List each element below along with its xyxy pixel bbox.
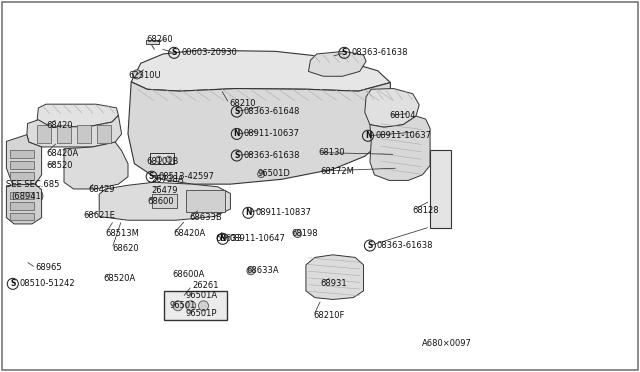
Text: 08911-10837: 08911-10837 [255,208,311,217]
Text: 08363-61638: 08363-61638 [351,48,408,57]
Text: S: S [367,241,372,250]
Polygon shape [370,116,430,180]
Text: S: S [342,48,347,57]
Text: 08363-61648: 08363-61648 [244,107,300,116]
Text: S: S [10,279,15,288]
Circle shape [198,301,209,311]
Circle shape [166,156,172,162]
Text: 68931: 68931 [320,279,347,288]
Circle shape [132,70,141,79]
Text: S: S [234,151,239,160]
Text: 62310U: 62310U [128,71,161,80]
Text: 08510-51242: 08510-51242 [20,279,76,288]
Text: 96501D: 96501D [257,169,290,178]
Polygon shape [64,142,128,189]
Text: 68633A: 68633A [246,266,279,275]
FancyBboxPatch shape [186,190,225,212]
FancyBboxPatch shape [57,125,71,143]
Text: 68513M: 68513M [106,229,140,238]
Text: 68600A: 68600A [173,270,205,279]
Polygon shape [27,115,122,147]
FancyBboxPatch shape [10,172,34,180]
Text: N: N [245,208,252,217]
Polygon shape [6,184,42,224]
Text: 68520A: 68520A [104,274,136,283]
Polygon shape [365,89,419,127]
Text: 26479: 26479 [152,186,178,195]
Text: 68621E: 68621E [83,211,115,220]
FancyBboxPatch shape [150,153,174,164]
Text: 68633B: 68633B [189,213,222,222]
Text: N: N [234,129,240,138]
Text: 08911-10637: 08911-10637 [375,131,431,140]
Circle shape [186,301,196,311]
Text: 68965: 68965 [36,263,63,272]
Text: 68210: 68210 [229,99,255,108]
FancyBboxPatch shape [10,213,34,220]
Circle shape [156,156,162,162]
Text: 68260: 68260 [146,35,173,44]
FancyBboxPatch shape [77,125,91,143]
Polygon shape [306,255,364,299]
Text: S: S [172,48,177,57]
Text: 08513-42597: 08513-42597 [159,172,214,181]
Text: 08363-61638: 08363-61638 [244,151,300,160]
Text: S: S [149,172,154,181]
Text: 68633: 68633 [216,234,243,243]
Text: 68128: 68128 [413,206,440,215]
Text: 68429: 68429 [88,185,115,194]
Text: 68420A: 68420A [173,229,205,238]
Text: 68104: 68104 [389,111,415,120]
Polygon shape [6,135,42,185]
Text: N: N [220,234,226,243]
FancyBboxPatch shape [10,161,34,169]
Circle shape [173,301,183,311]
Text: 68101B: 68101B [146,157,179,166]
Text: 00603-20930: 00603-20930 [181,48,237,57]
FancyBboxPatch shape [37,125,51,143]
Text: 08363-61638: 08363-61638 [377,241,433,250]
Text: 68620: 68620 [112,244,139,253]
FancyBboxPatch shape [152,194,177,208]
FancyBboxPatch shape [10,192,34,199]
FancyBboxPatch shape [97,125,111,143]
FancyBboxPatch shape [10,150,34,158]
FancyBboxPatch shape [10,202,34,210]
Text: 96501A: 96501A [186,291,218,300]
Text: 68210F: 68210F [314,311,345,320]
Text: 68420A: 68420A [46,149,78,158]
Text: 08911-10647: 08911-10647 [230,234,285,243]
Text: S: S [234,107,239,116]
Text: 68198: 68198 [292,229,319,238]
Polygon shape [128,82,390,184]
Text: 96501: 96501 [170,301,196,310]
Text: 26738A: 26738A [152,175,184,184]
Polygon shape [308,51,366,76]
Text: 26261: 26261 [192,281,218,290]
Text: A680×0097: A680×0097 [422,339,472,348]
FancyBboxPatch shape [430,150,451,228]
Text: SEE SEC.685: SEE SEC.685 [6,180,60,189]
Text: (68941): (68941) [12,192,45,201]
Polygon shape [131,50,390,91]
Text: N: N [365,131,371,140]
Circle shape [294,230,301,238]
Polygon shape [99,182,230,220]
Polygon shape [37,104,118,127]
Circle shape [258,171,264,177]
Text: 68172M: 68172M [320,167,354,176]
Text: 08911-10637: 08911-10637 [244,129,300,138]
Text: 68600: 68600 [147,198,174,206]
Text: 68520: 68520 [46,161,72,170]
Text: 68130: 68130 [319,148,346,157]
Text: 96501P: 96501P [186,309,217,318]
Text: 68420: 68420 [46,121,72,130]
Circle shape [247,267,255,275]
FancyBboxPatch shape [146,40,159,44]
FancyBboxPatch shape [164,291,227,320]
